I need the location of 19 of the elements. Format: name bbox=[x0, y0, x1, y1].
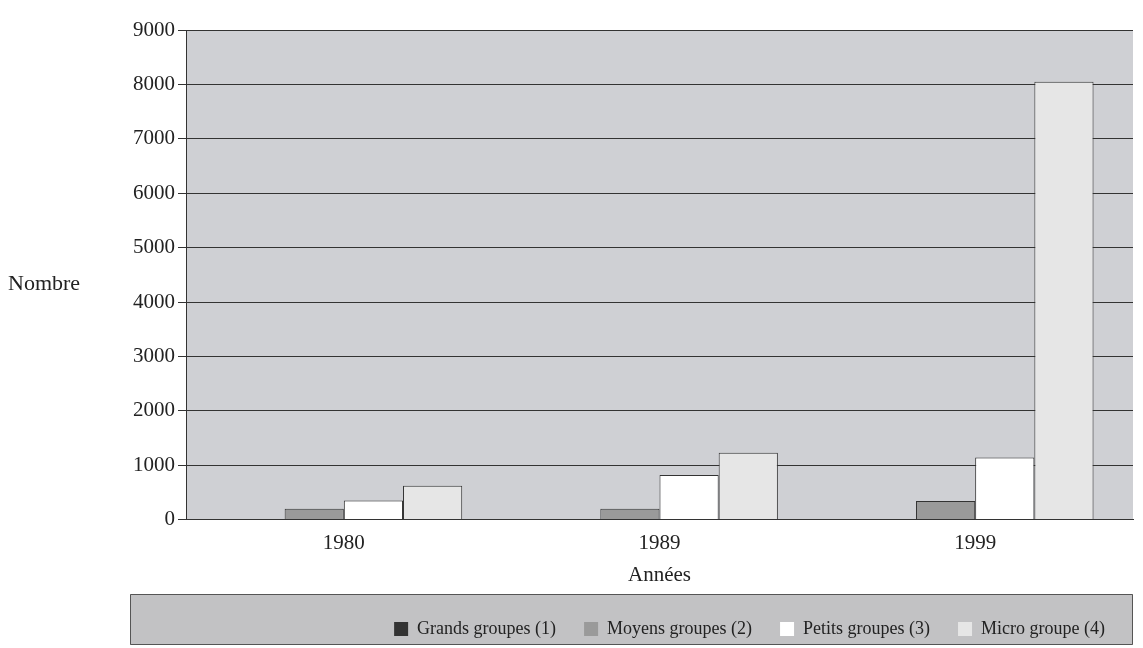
y-tick-label: 8000 bbox=[133, 70, 175, 95]
y-tick-label: 5000 bbox=[133, 234, 175, 259]
x-tick-label: 1989 bbox=[638, 529, 681, 554]
legend-label: Grands groupes (1) bbox=[417, 617, 557, 639]
y-tick-label: 1000 bbox=[133, 451, 175, 476]
legend-label: Petits groupes (3) bbox=[803, 617, 931, 639]
x-axis-title: Années bbox=[628, 561, 691, 586]
y-tick-label: 7000 bbox=[133, 125, 175, 150]
y-tick-label: 9000 bbox=[133, 16, 175, 41]
legend-label: Moyens groupes (2) bbox=[607, 617, 753, 639]
y-tick-label: 3000 bbox=[133, 342, 175, 367]
y-tick-label: 4000 bbox=[133, 288, 175, 313]
legend-label: Micro groupe (4) bbox=[981, 617, 1106, 639]
y-tick-label: 2000 bbox=[133, 397, 175, 422]
y-tick-label: 6000 bbox=[133, 179, 175, 204]
x-tick-label: 1999 bbox=[954, 529, 997, 554]
x-tick-label: 1980 bbox=[322, 529, 365, 554]
y-axis-title: Nombre bbox=[8, 270, 81, 296]
y-tick-label: 0 bbox=[164, 506, 175, 531]
